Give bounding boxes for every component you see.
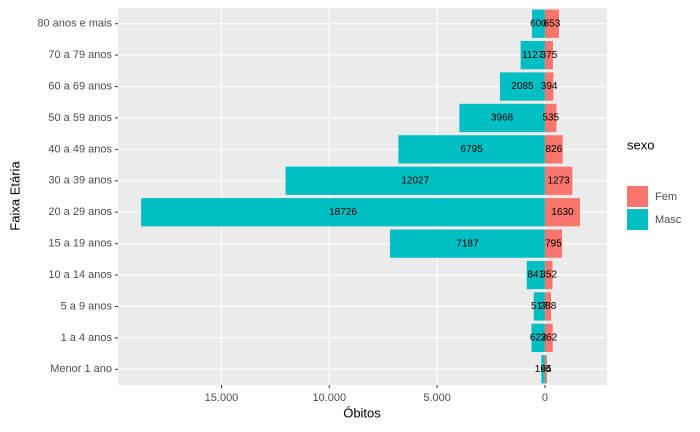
bar [459,103,545,133]
bar [285,166,545,195]
legend-label: Fem [655,191,677,203]
bar [544,198,581,227]
y-tick-label: 1 a 4 anos [61,332,113,344]
data-label: 622 [530,333,547,344]
bar [533,292,545,321]
data-label: 165 [535,364,552,375]
data-label: 1273 [548,175,571,186]
data-label: 1630 [551,207,574,218]
bar [541,355,545,384]
y-axis-title: Faixa Etária [7,161,22,231]
data-label: 1127 [522,50,544,61]
data-label: 517 [531,301,548,312]
bar [544,72,554,101]
bar [544,229,563,258]
y-tick-label: 30 a 39 anos [48,175,112,187]
bar [544,9,559,38]
bar [544,260,553,290]
y-tick-label: 10 a 14 anos [48,269,112,281]
data-label: 6795 [461,144,484,155]
legend-key [627,186,648,207]
data-label: 352 [540,270,557,281]
y-tick-label: 50 a 59 anos [48,112,112,124]
data-label: 653 [544,18,561,29]
bar [544,40,553,70]
y-tick-label: 70 a 79 anos [48,49,112,61]
data-label: 841 [527,270,544,281]
data-label: 12027 [401,175,429,186]
legend-key [627,209,648,230]
legend-title: sexo [627,137,654,152]
x-axis-title: Óbitos [343,405,381,420]
bar [544,166,573,195]
y-tick-label: 20 a 29 anos [48,206,112,218]
bar [531,9,545,38]
bar [141,198,545,227]
data-label: 375 [541,50,558,61]
data-label: 2085 [511,81,534,92]
y-tick-label: 40 a 49 anos [48,143,112,155]
bar [544,355,547,384]
x-tick-label: 10.000 [312,392,346,404]
y-tick-label: 80 anos e mais [37,18,112,30]
bar [544,292,552,321]
x-tick-label: 0 [542,392,548,404]
bar [398,135,545,164]
bar [544,135,563,164]
data-label: 18726 [329,207,357,218]
bar [544,103,557,133]
x-tick-label: 15.000 [205,392,239,404]
data-label: 288 [540,301,557,312]
data-label: 535 [542,113,559,124]
data-label: 826 [545,144,562,155]
bars [141,9,581,384]
legend-label: Masc [655,214,682,226]
bar [544,323,553,353]
data-label: 3968 [491,113,514,124]
bar [520,40,545,70]
y-tick-label: 60 a 69 anos [48,80,112,92]
data-label: 600 [530,18,547,29]
bar [526,260,545,290]
data-label: 94 [540,364,552,375]
data-label: 394 [541,81,558,92]
bar [531,323,545,353]
y-tick-label: 15 a 19 anos [48,238,112,250]
data-label: 795 [545,238,562,249]
bar [499,72,545,101]
y-tick-label: Menor 1 ano [50,363,112,375]
bar [389,229,545,258]
y-tick-label: 5 a 9 anos [61,300,113,312]
plot-panel [118,8,607,385]
x-tick-label: 5.000 [423,392,451,404]
data-label: 7187 [456,238,479,249]
data-label: 362 [540,333,557,344]
